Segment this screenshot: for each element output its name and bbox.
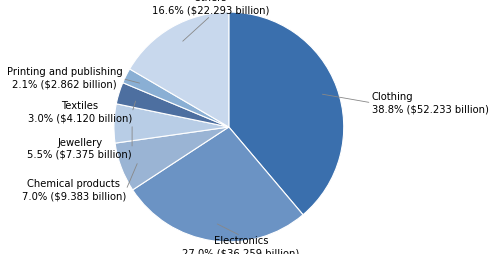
Wedge shape	[229, 12, 344, 215]
Wedge shape	[114, 104, 229, 143]
Text: Chemical products
7.0% ($9.383 billion): Chemical products 7.0% ($9.383 billion)	[22, 179, 126, 201]
Wedge shape	[130, 12, 229, 127]
Wedge shape	[132, 127, 303, 242]
Text: Jewellery
5.5% ($7.375 billion): Jewellery 5.5% ($7.375 billion)	[28, 138, 132, 160]
Text: Printing and publishing
2.1% ($2.862 billion): Printing and publishing 2.1% ($2.862 bil…	[6, 67, 122, 90]
Text: Electronics
27.0% ($36.259 billion): Electronics 27.0% ($36.259 billion)	[182, 236, 300, 254]
Text: Textiles
3.0% ($4.120 billion): Textiles 3.0% ($4.120 billion)	[28, 101, 132, 124]
Wedge shape	[115, 127, 229, 190]
Wedge shape	[116, 83, 229, 127]
Text: Clothing
38.8% ($52.233 billion): Clothing 38.8% ($52.233 billion)	[372, 92, 488, 114]
Wedge shape	[123, 69, 229, 127]
Text: Others
16.6% ($22.293 billion): Others 16.6% ($22.293 billion)	[152, 0, 270, 16]
